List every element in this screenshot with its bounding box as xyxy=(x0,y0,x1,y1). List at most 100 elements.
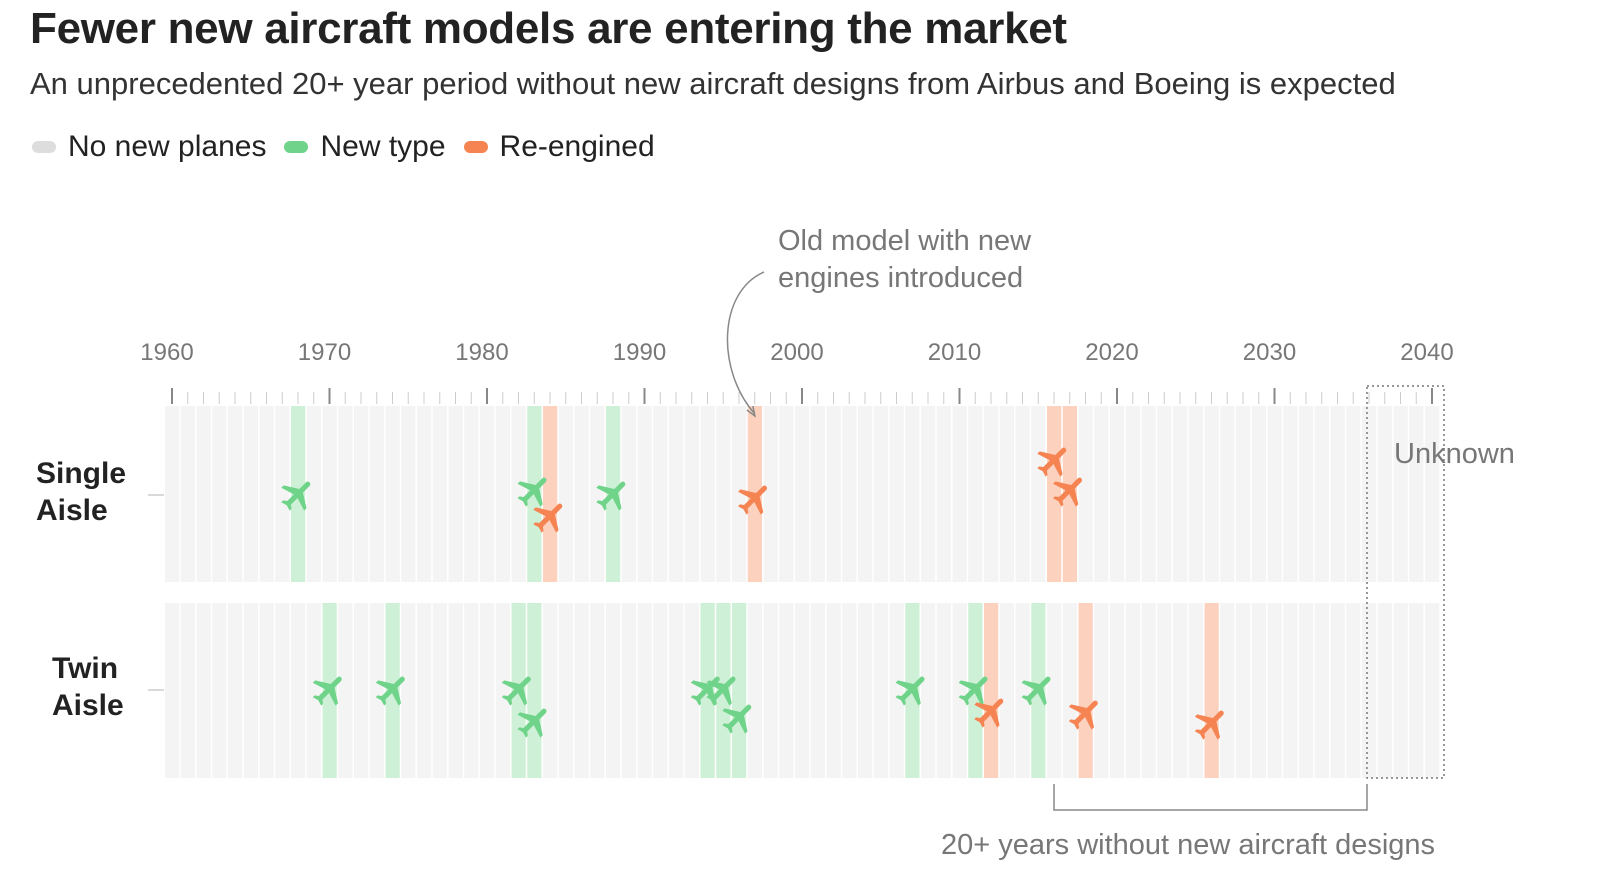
year-band-twin-2035 xyxy=(1346,603,1361,778)
year-band-twin-2016 xyxy=(1047,603,1062,778)
legend-swatch-re-engined xyxy=(463,141,488,153)
legend-label-no-new: No new planes xyxy=(68,130,267,163)
legend-label-new-type: New type xyxy=(320,130,446,163)
year-band-twin-2017 xyxy=(1062,603,1077,778)
year-band-twin-1978 xyxy=(448,603,463,778)
year-band-single-1994 xyxy=(700,406,715,582)
year-band-single-1998 xyxy=(763,406,778,582)
year-band-single-1967 xyxy=(275,406,290,582)
year-band-single-2020 xyxy=(1110,406,1125,582)
year-band-twin-2040 xyxy=(1425,603,1440,778)
year-band-single-2019 xyxy=(1094,406,1109,582)
year-band-twin-2021 xyxy=(1125,603,1140,778)
year-band-twin-1981 xyxy=(495,603,510,778)
year-band-single-1996 xyxy=(732,406,747,582)
year-band-single-2004 xyxy=(858,406,873,582)
year-band-single-2028 xyxy=(1236,406,1251,582)
year-band-single-2024 xyxy=(1173,406,1188,582)
unknown-region xyxy=(1366,385,1445,779)
annotation-reengine-line-1: engines introduced xyxy=(778,262,1023,294)
year-band-single-1978 xyxy=(448,406,463,582)
x-tick-label-1960: 1960 xyxy=(140,339,193,366)
legend-swatch-no-new xyxy=(32,141,56,153)
year-band-single-1995 xyxy=(716,406,731,582)
year-band-twin-1979 xyxy=(464,603,479,778)
year-band-twin-2008 xyxy=(921,603,936,778)
year-band-twin-2030 xyxy=(1267,603,1282,778)
year-band-twin-1984 xyxy=(543,603,558,778)
year-band-single-2007 xyxy=(905,406,920,582)
year-band-twin-2023 xyxy=(1157,603,1172,778)
year-band-twin-2031 xyxy=(1283,603,1298,778)
year-band-single-1985 xyxy=(558,406,573,582)
year-band-twin-2033 xyxy=(1314,603,1329,778)
year-band-single-2025 xyxy=(1188,406,1203,582)
x-tick-label-1990: 1990 xyxy=(613,339,666,366)
year-band-single-1989 xyxy=(621,406,636,582)
year-band-twin-1962 xyxy=(196,603,211,778)
year-band-single-1965 xyxy=(243,406,258,582)
year-band-twin-2020 xyxy=(1110,603,1125,778)
year-band-single-2032 xyxy=(1299,406,1314,582)
chart-title: Fewer new aircraft models are entering t… xyxy=(30,4,1067,53)
year-band-single-2005 xyxy=(873,406,888,582)
x-tick-label-2000: 2000 xyxy=(770,339,823,366)
year-band-single-1970 xyxy=(322,406,337,582)
year-band-twin-2002 xyxy=(826,603,841,778)
event-band-re-twin-2012 xyxy=(984,603,999,778)
row-label-single-line-1: Aisle xyxy=(36,494,108,527)
gap-label: 20+ years without new aircraft designs xyxy=(941,829,1435,861)
year-band-single-1982 xyxy=(511,406,526,582)
year-band-twin-1990 xyxy=(637,603,652,778)
annotations: Old model with new engines introduced Unkn… xyxy=(726,225,1515,861)
year-band-twin-1960 xyxy=(165,603,180,778)
year-band-single-1992 xyxy=(669,406,684,582)
x-tick-label-1970: 1970 xyxy=(298,339,351,366)
year-band-single-1969 xyxy=(306,406,321,582)
year-band-twin-1969 xyxy=(306,603,321,778)
year-band-twin-1991 xyxy=(653,603,668,778)
x-axis: 1960 1970 1980 1990 2000 2010 2020 2030 2040 xyxy=(140,339,1454,404)
year-band-single-1999 xyxy=(779,406,794,582)
year-band-single-2029 xyxy=(1251,406,1266,582)
year-band-single-1975 xyxy=(401,406,416,582)
year-band-twin-1971 xyxy=(338,603,353,778)
year-band-single-1981 xyxy=(495,406,510,582)
year-band-twin-1977 xyxy=(432,603,447,778)
x-tick-label-1980: 1980 xyxy=(455,339,508,366)
year-band-single-1966 xyxy=(259,406,274,582)
year-band-single-2026 xyxy=(1204,406,1219,582)
year-band-single-2037 xyxy=(1377,406,1392,582)
year-band-single-1991 xyxy=(653,406,668,582)
year-band-single-1971 xyxy=(338,406,353,582)
legend: No new planes New type Re-engined xyxy=(32,130,673,164)
year-band-single-2027 xyxy=(1220,406,1235,582)
year-band-single-1977 xyxy=(432,406,447,582)
legend-item-no-new: No new planes xyxy=(32,130,266,164)
year-band-twin-2036 xyxy=(1362,603,1377,778)
year-band-twin-2004 xyxy=(858,603,873,778)
year-band-twin-2038 xyxy=(1393,603,1408,778)
row-label-twin-line-0: Twin xyxy=(52,652,118,685)
year-band-single-1979 xyxy=(464,406,479,582)
year-band-single-1964 xyxy=(228,406,243,582)
year-band-twin-2037 xyxy=(1377,603,1392,778)
year-band-single-2036 xyxy=(1362,406,1377,582)
year-band-twin-1963 xyxy=(212,603,227,778)
year-band-twin-1997 xyxy=(747,603,762,778)
event-band-re-single-1984 xyxy=(543,406,558,582)
annotation-arrow-head xyxy=(746,405,756,418)
year-band-single-2033 xyxy=(1314,406,1329,582)
year-band-single-1993 xyxy=(684,406,699,582)
year-band-single-1973 xyxy=(369,406,384,582)
year-band-twin-2003 xyxy=(842,603,857,778)
year-band-single-2009 xyxy=(936,406,951,582)
year-band-twin-2039 xyxy=(1409,603,1424,778)
year-band-single-2022 xyxy=(1141,406,1156,582)
year-band-twin-1986 xyxy=(574,603,589,778)
year-band-twin-1965 xyxy=(243,603,258,778)
year-band-single-2000 xyxy=(795,406,810,582)
year-band-single-1962 xyxy=(196,406,211,582)
unknown-label: Unknown xyxy=(1394,438,1515,470)
year-band-single-2006 xyxy=(889,406,904,582)
